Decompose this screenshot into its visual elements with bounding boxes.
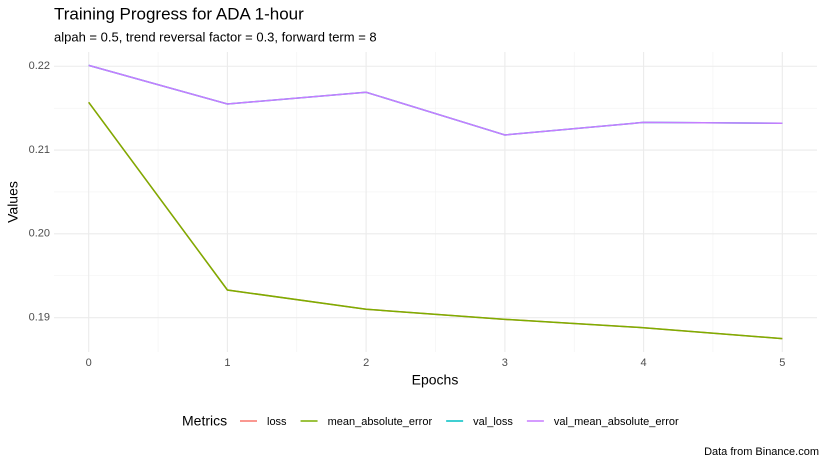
x-axis-label: Epochs (412, 372, 459, 388)
legend-title: Metrics (182, 413, 227, 429)
y-tick-label: 0.20 (29, 228, 50, 240)
x-tick-label: 2 (363, 357, 369, 369)
y-tick-label: 0.22 (29, 60, 50, 72)
legend-label: mean_absolute_error (328, 416, 433, 428)
chart-subtitle: alpah = 0.5, trend reversal factor = 0.3… (54, 29, 377, 44)
x-tick-label: 3 (502, 357, 508, 369)
y-axis-label: Values (5, 181, 21, 223)
y-tick-label: 0.21 (29, 144, 50, 156)
x-tick-label: 4 (641, 357, 647, 369)
line (88, 101, 783, 340)
legend-label: val_loss (473, 416, 513, 428)
x-tick-label: 5 (779, 357, 785, 369)
caption: Data from Binance.com (704, 446, 819, 458)
legend-label: loss (267, 416, 287, 428)
x-tick-label: 1 (224, 357, 230, 369)
x-tick-label: 0 (86, 357, 92, 369)
line (88, 64, 783, 136)
y-tick-label: 0.19 (29, 312, 50, 324)
chart-title: Training Progress for ADA 1-hour (54, 4, 304, 23)
legend-label: val_mean_absolute_error (554, 416, 679, 428)
